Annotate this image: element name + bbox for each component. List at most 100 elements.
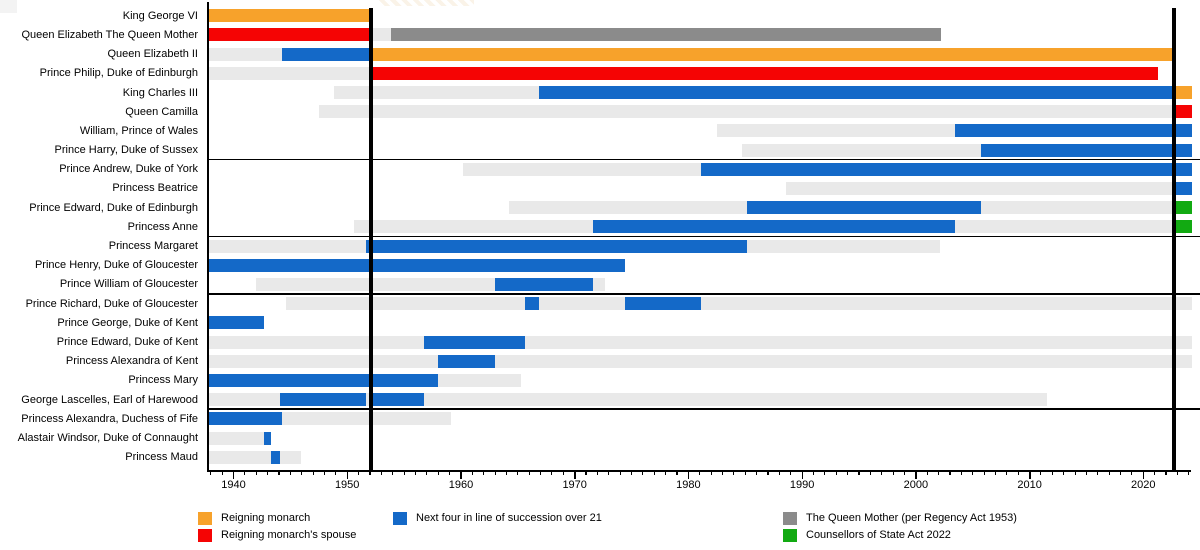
bar-segment-monarch [1173,86,1192,99]
major-tick [801,471,804,479]
bar-segment-next-four [747,201,981,215]
bar-segment-alive [955,220,1174,234]
minor-tick [210,471,212,475]
tick-label: 1960 [448,478,474,491]
minor-tick [540,471,542,475]
minor-tick [892,471,894,475]
bar-segment-next-four [955,124,1192,138]
minor-tick [517,471,519,475]
tick-label: 2010 [1017,478,1042,491]
tick-label: 1970 [562,478,587,491]
row-label: Prince Edward, Duke of Edinburgh [29,201,198,214]
legend-label: Next four in line of succession over 21 [416,512,602,524]
bar-segment-next-four [263,431,272,445]
minor-tick [403,471,405,475]
bar-segment-alive [286,297,526,311]
major-tick [1142,471,1145,479]
minor-tick [1120,471,1122,475]
legend-label: The Queen Mother (per Regency Act 1953) [806,512,1017,524]
bar-segment-alive [701,297,1192,311]
bar-segment-next-four [209,412,283,426]
minor-tick [505,471,507,475]
bar-segment-next-four [539,86,1174,99]
minor-tick [960,471,962,475]
minor-tick [608,471,610,475]
legend-swatch-monarch [198,512,212,525]
row-label: Princess Maud [125,451,198,464]
top-edge-cropped-bar-artifact [379,0,474,6]
legend-swatch-spouse [198,529,212,542]
bar-segment-alive [209,335,425,349]
minor-tick [380,471,382,475]
minor-tick [1040,471,1042,475]
bar-segment-next-four [593,220,956,234]
bar-segment-alive [593,277,605,291]
bar-segment-next-four [209,373,438,387]
bar-segment-alive [209,393,281,407]
row-label: Alastair Windsor, Duke of Connaught [17,432,198,444]
bar-segment-next-four [438,354,495,368]
legend-label: Reigning monarch [221,512,311,524]
bar-segment-alive [786,181,1174,195]
minor-tick [869,471,871,475]
minor-tick [255,471,257,475]
bar-segment-alive [209,431,264,445]
bar-segment-alive [742,143,981,157]
minor-tick [1131,471,1133,475]
minor-tick [1085,471,1087,475]
bar-segment-alive [282,412,452,426]
bar-segment-alive [209,66,372,80]
legend-label: Counsellors of State Act 2022 [806,529,951,541]
minor-tick [221,471,223,475]
minor-tick [392,471,394,475]
tick-label: 2020 [1131,478,1156,491]
minor-tick [733,471,735,475]
minor-tick [528,471,530,475]
row-label: Prince Harry, Duke of Sussex [54,144,198,157]
row-label: Princess Anne [127,220,198,233]
major-tick [460,471,462,479]
minor-tick [414,471,417,475]
minor-tick [323,471,326,475]
bar-segment-alive [334,86,540,99]
minor-tick [1097,471,1099,475]
bar-segment-alive [371,28,392,42]
bar-segment-next-four [209,258,626,272]
minor-tick [551,471,553,475]
row-label: Prince Richard, Duke of Gloucester [25,297,198,310]
minor-tick [665,471,667,475]
row-label: Prince George, Duke of Kent [57,316,198,329]
minor-tick [244,471,246,475]
minor-tick [653,471,655,475]
minor-tick [699,471,701,475]
minor-tick [926,471,928,475]
minor-tick [289,471,291,475]
bar-segment-monarch [371,47,1174,61]
tick-label: 1950 [334,478,360,491]
bar-segment-spouse [1173,105,1192,119]
bar-segment-next-four [701,162,1192,176]
minor-tick [1051,471,1053,475]
row-label: Queen Elizabeth The Queen Mother [21,28,198,41]
bar-segment-next-four [1173,181,1192,195]
minor-tick [1154,471,1156,475]
minor-tick [358,471,360,475]
bar-segment-next-four [271,450,281,464]
group-separator-line [206,235,1200,238]
minor-tick [756,471,758,475]
row-label: Prince William of Gloucester [59,278,198,291]
minor-tick [369,471,371,475]
bar-segment-alive [209,354,438,368]
minor-tick [835,471,837,475]
major-tick [346,471,349,479]
bar-segment-alive [365,393,372,407]
row-label: Princess Margaret [108,240,198,252]
row-label: George Lascelles, Earl of Harewood [21,393,198,406]
minor-tick [267,471,269,475]
group-separator-line [206,293,1200,295]
bar-segment-alive [494,354,1192,368]
bar-segment-act2022 [1173,201,1192,215]
major-tick [232,471,235,479]
bar-segment-next-four [980,143,1192,157]
